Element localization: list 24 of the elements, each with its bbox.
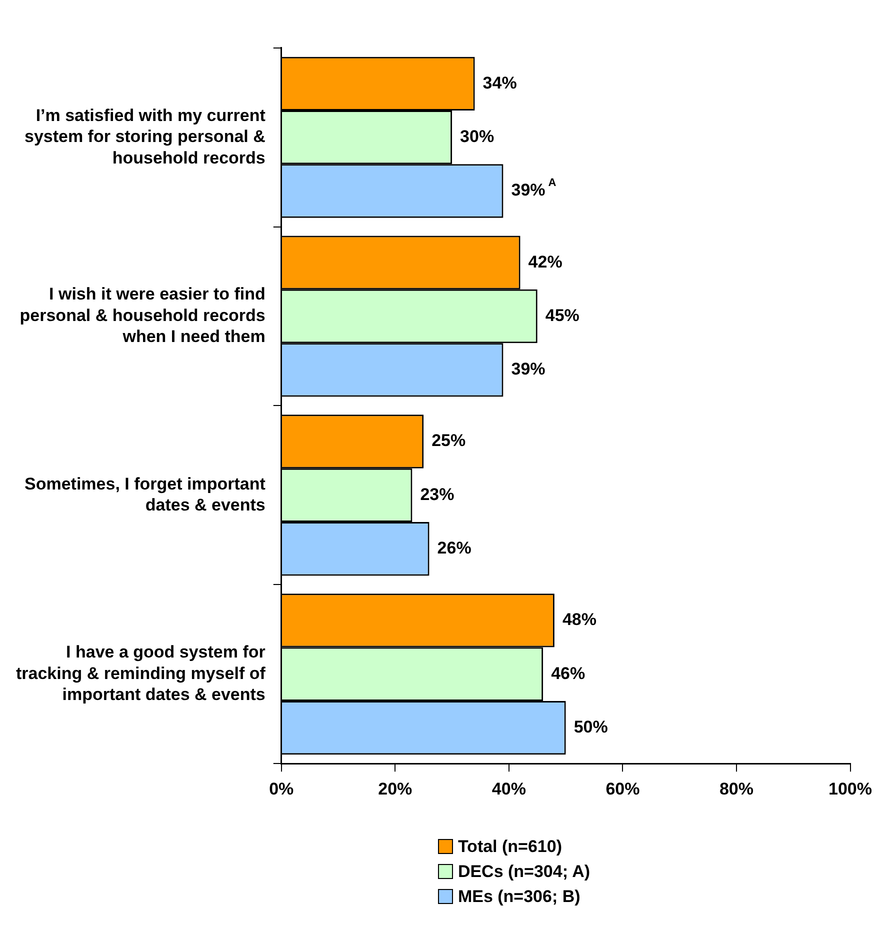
data-label: 26%: [437, 538, 472, 558]
y-tick-label: I wish it were easier to find personal & household records when I need them: [20, 284, 266, 346]
data-label: 30%: [460, 127, 494, 146]
x-tick-label: 0%: [269, 779, 294, 798]
x-tick-label: 100%: [828, 779, 872, 798]
y-tick-label: I have a good system for tracking & reminding myself of important dates & events: [16, 642, 266, 704]
y-tick-label: Sometimes, I forget important dates & events: [24, 474, 266, 515]
y-tick-label: I’m satisfied with my current system for storing personal & household records: [24, 106, 266, 168]
legend-label: DECs (n=304; A): [458, 862, 590, 882]
data-label: 46%: [551, 664, 586, 683]
data-label: 48%: [562, 610, 596, 630]
data-label: 34%: [482, 73, 517, 92]
data-label: 45%: [545, 306, 580, 325]
data-label: 42%: [528, 252, 562, 272]
data-label: 50%: [574, 718, 608, 736]
legend-label: MEs (n=306; B): [458, 886, 580, 906]
x-tick-label: 40%: [492, 779, 526, 798]
x-tick-label: 60%: [606, 779, 640, 798]
data-label: 23%: [420, 484, 454, 504]
data-label: 25%: [432, 431, 466, 450]
x-tick-label: 80%: [719, 779, 754, 798]
legend-label: Total (n=610): [458, 836, 562, 856]
data-label: 39%: [511, 360, 546, 379]
x-tick-label: 20%: [378, 779, 412, 798]
